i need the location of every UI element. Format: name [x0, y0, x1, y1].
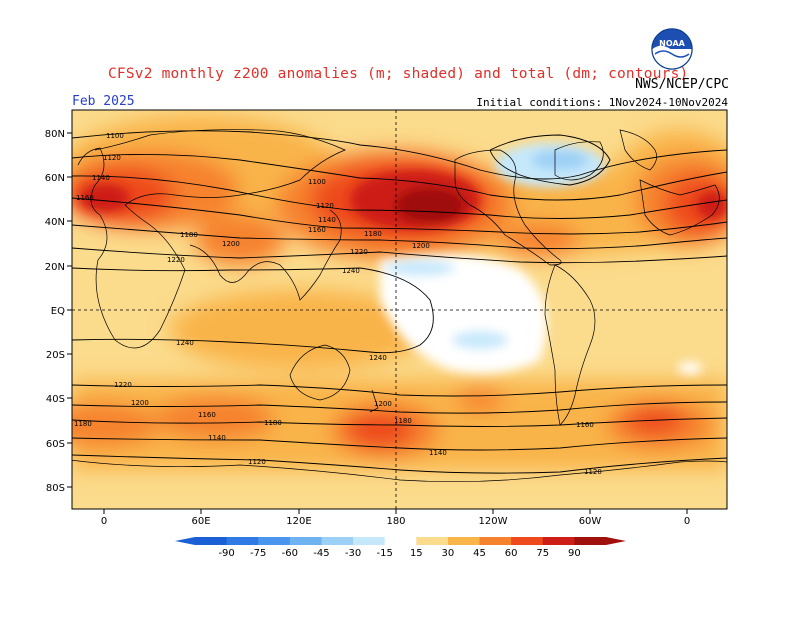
- contour-label: 1180: [364, 230, 382, 238]
- colorbar-swatch: [258, 537, 291, 545]
- colorbar: -90 -75 -60 -45 -30 -15 15 30 45 60 75 90: [175, 537, 626, 559]
- colorbar-label: 45: [473, 548, 486, 559]
- colorbar-swatch: [447, 537, 481, 545]
- colorbar-swatch: [321, 537, 354, 545]
- lat-label: 80S: [46, 483, 65, 494]
- colorbar-swatch: [353, 537, 386, 545]
- lat-label: 40S: [46, 394, 65, 405]
- lon-label: 60E: [191, 516, 210, 527]
- colorbar-swatch: [416, 537, 449, 545]
- contour-label: 1220: [114, 381, 132, 389]
- contour-label: 1200: [412, 242, 430, 250]
- latitude-labels: 80N 60N 40N 20N EQ 20S 40S 60S 80S: [45, 129, 65, 494]
- contour-label: 1140: [92, 174, 110, 182]
- colorbar-swatch: [574, 537, 607, 545]
- contour-label: 1100: [308, 178, 326, 186]
- contour-label: 1180: [264, 419, 282, 427]
- colorbar-swatch: [511, 537, 544, 545]
- colorbar-swatch: [542, 537, 575, 545]
- contour-label: 1140: [318, 216, 336, 224]
- colorbar-swatch: [289, 537, 322, 545]
- forecast-period: Feb 2025: [72, 94, 135, 109]
- contour-label: 1180: [394, 417, 412, 425]
- contour-label: 1220: [167, 256, 185, 264]
- lat-label: 80N: [45, 129, 65, 140]
- lat-label: 40N: [45, 217, 65, 228]
- longitude-labels: 0 60E 120E 180 120W 60W 0: [101, 516, 690, 527]
- lat-label: 20N: [45, 262, 65, 273]
- lon-label: 120W: [479, 516, 508, 527]
- colorbar-label: -75: [250, 548, 266, 559]
- lat-label: 60N: [45, 173, 65, 184]
- lat-label: 60S: [46, 439, 65, 450]
- colorbar-swatch: [226, 537, 259, 545]
- colorbar-label: 30: [442, 548, 455, 559]
- colorbar-label: 75: [536, 548, 549, 559]
- contour-label: 1180: [180, 231, 198, 239]
- colorbar-label: -30: [345, 548, 361, 559]
- contour-label: 1160: [76, 194, 94, 202]
- lon-label: 0: [684, 516, 690, 527]
- colorbar-extend-high: [606, 537, 626, 545]
- contour-label: 1140: [429, 449, 447, 457]
- initial-conditions: Initial conditions: 1Nov2024-10Nov2024: [476, 96, 728, 109]
- lat-label: 20S: [46, 350, 65, 361]
- colorbar-swatch: [384, 537, 417, 545]
- colorbar-label: -15: [377, 548, 393, 559]
- contour-label: 1120: [584, 468, 602, 476]
- height-contours: [72, 130, 727, 474]
- contour-label: 1100: [106, 132, 124, 140]
- colorbar-swatch: [479, 537, 512, 545]
- contour-label: 1120: [248, 458, 266, 466]
- colorbar-extend-low: [175, 537, 195, 545]
- lat-label: EQ: [51, 306, 65, 317]
- lon-label: 180: [386, 516, 405, 527]
- logo-text: NOAA: [659, 39, 685, 48]
- contour-label: 1220: [350, 248, 368, 256]
- contour-label: 1120: [103, 154, 121, 162]
- noaa-logo-icon: NOAA: [651, 28, 693, 70]
- colorbar-label: 90: [568, 548, 581, 559]
- contour-label: 1200: [222, 240, 240, 248]
- contour-label: 1180: [74, 420, 92, 428]
- colorbar-label: 60: [505, 548, 518, 559]
- contour-label: 1160: [198, 411, 216, 419]
- colorbar-label: -60: [282, 548, 298, 559]
- contour-label: 1120: [316, 202, 334, 210]
- contour-label: 1200: [374, 400, 392, 408]
- contour-label: 1240: [342, 267, 360, 275]
- coastlines: [72, 129, 727, 483]
- anomaly-shading: 1100 1120 1140 1160 1180 1200 1220 1240 …: [72, 110, 727, 509]
- contour-label: 1240: [369, 354, 387, 362]
- colorbar-swatch: [195, 537, 228, 545]
- contour-label: 1160: [308, 226, 326, 234]
- contour-label: 1200: [131, 399, 149, 407]
- contour-label: 1160: [576, 421, 594, 429]
- lon-label: 60W: [579, 516, 602, 527]
- colorbar-label: 15: [410, 548, 423, 559]
- axis-ticks: [67, 132, 688, 514]
- agency-label: NWS/NCEP/CPC: [635, 77, 729, 92]
- colorbar-label: -90: [218, 548, 234, 559]
- contour-labels: 1100 1120 1140 1160 1180 1200 1220 1240 …: [74, 132, 602, 476]
- colorbar-label: -45: [313, 548, 329, 559]
- contour-label: 1140: [208, 434, 226, 442]
- contour-label: 1240: [176, 339, 194, 347]
- lon-label: 0: [101, 516, 107, 527]
- lon-label: 120E: [286, 516, 311, 527]
- chart-title: CFSv2 monthly z200 anomalies (m; shaded)…: [108, 66, 689, 82]
